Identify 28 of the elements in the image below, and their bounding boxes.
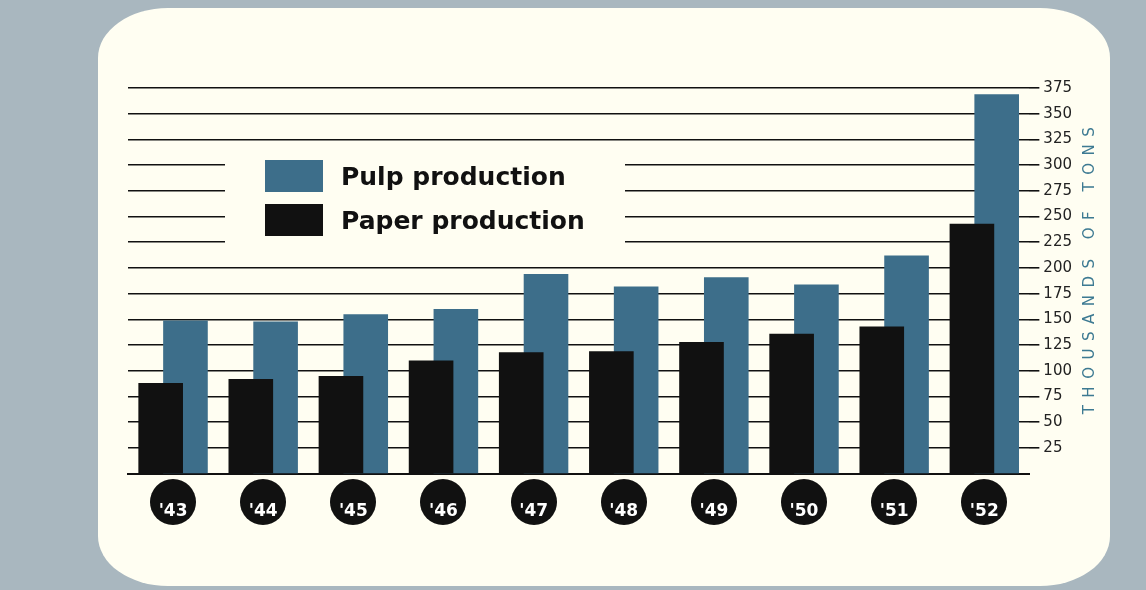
legend-label: Pulp production	[341, 161, 566, 191]
y-tick-label: 250	[1043, 206, 1073, 225]
x-tick-label: '45	[338, 500, 368, 521]
x-tick-label: '46	[429, 500, 458, 521]
x-tick-label: '52	[969, 500, 999, 521]
y-tick-label: 75	[1043, 386, 1063, 405]
x-tick-label: '47	[519, 500, 549, 521]
y-tick-label: 275	[1043, 180, 1073, 199]
y-tick-label: 175	[1043, 283, 1073, 302]
y-tick-label: 100	[1043, 360, 1073, 379]
y-tick-label: 375	[1043, 77, 1073, 96]
y-tick-label: 125	[1043, 334, 1073, 353]
y-tick-label: 300	[1043, 155, 1073, 174]
y-tick-label: 325	[1043, 129, 1073, 148]
y-tick-label: 50	[1043, 412, 1063, 431]
text: THOUSANDS OF TONS	[1079, 127, 1098, 415]
x-tick-label: '51	[879, 500, 909, 521]
legend-label: Paper production	[341, 205, 585, 235]
x-tick-label: '49	[699, 500, 729, 521]
y-tick-label: 25	[1043, 437, 1063, 456]
y-tick-label: 350	[1043, 103, 1073, 122]
y-tick-label: 150	[1043, 309, 1073, 328]
x-tick-label: '43	[158, 500, 188, 521]
x-tick-label: '48	[609, 500, 639, 521]
x-tick-label: '50	[789, 500, 819, 521]
y-tick-label: 200	[1043, 257, 1073, 276]
y-tick-label: 225	[1043, 232, 1073, 251]
x-tick-label: '44	[248, 500, 278, 521]
